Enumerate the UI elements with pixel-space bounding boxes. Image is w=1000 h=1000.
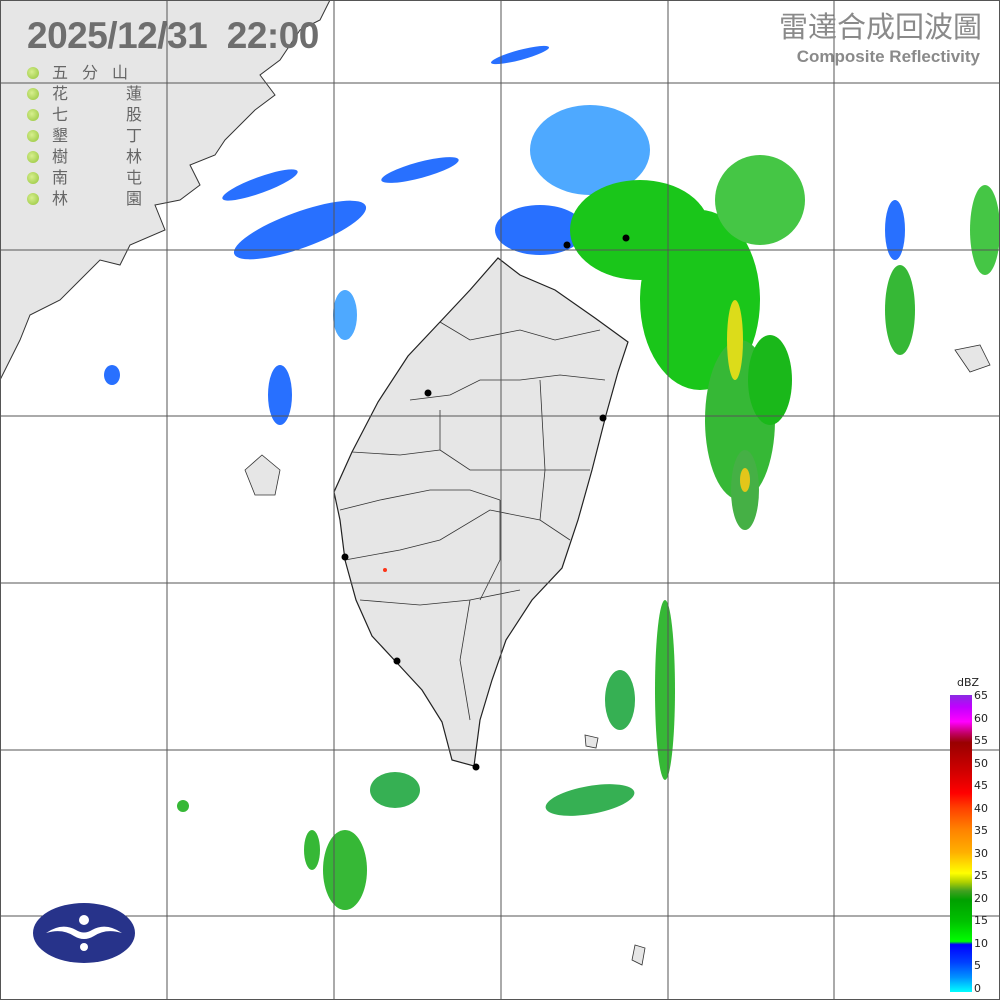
station-status-icon [27, 150, 39, 163]
station-name: 樹林 [52, 147, 201, 166]
station-item: 花蓮 [27, 83, 200, 104]
station-item: 南屯 [27, 167, 200, 188]
county-borders [339, 321, 606, 721]
station-item: 五分山 [27, 62, 200, 83]
station-name: 南屯 [52, 168, 201, 187]
colorbar-tick-label: 5 [974, 959, 981, 972]
colorbar [950, 695, 972, 992]
station-item: 林園 [27, 188, 200, 209]
station-name: 花蓮 [52, 84, 201, 103]
colorbar-tick-label: 35 [974, 824, 988, 837]
station-status-icon [27, 171, 39, 184]
colorbar-unit: dBZ [957, 676, 980, 689]
chart-title-en: Composite Reflectivity [796, 47, 980, 66]
station-status-icon [27, 192, 39, 205]
colorbar-tick-label: 0 [974, 981, 981, 995]
islands [244, 344, 991, 966]
colorbar-tick-label: 65 [974, 689, 988, 702]
datetime-title: 2025/12/31 22:00 [27, 15, 319, 56]
colorbar-tick-label: 10 [974, 936, 988, 950]
station-item: 樹林 [27, 146, 200, 167]
colorbar-tick-label: 30 [974, 846, 988, 860]
radar-echoes [104, 45, 1000, 910]
radar-site-markers [341, 234, 630, 771]
chart-title-zh: 雷達合成回波圖 [778, 10, 982, 44]
colorbar-tick-label: 20 [974, 891, 988, 905]
station-status-icon [27, 66, 39, 79]
colorbar-tick-label: 15 [974, 914, 988, 927]
station-legend: 五分山 花蓮 七股 墾丁 樹林 南屯 林園 [27, 62, 200, 209]
colorbar-tick-label: 45 [974, 779, 988, 792]
colorbar-tick-label: 55 [974, 734, 988, 747]
station-status-icon [27, 129, 39, 142]
colorbar-tick-label: 60 [974, 711, 988, 725]
station-item: 墾丁 [27, 125, 200, 146]
mainland-china-land [0, 0, 331, 381]
station-name: 五分山 [52, 63, 143, 82]
station-name: 林園 [52, 189, 201, 208]
colorbar-tick-label: 25 [974, 869, 988, 882]
station-name: 七股 [52, 105, 201, 124]
cwa-logo [33, 903, 135, 963]
station-name: 墾丁 [52, 126, 201, 145]
station-item: 七股 [27, 104, 200, 125]
colorbar-tick-label: 50 [974, 756, 988, 770]
station-status-icon [27, 108, 39, 121]
taiwan-land [333, 257, 629, 767]
colorbar-tick-label: 40 [974, 801, 988, 815]
station-status-icon [27, 87, 39, 100]
